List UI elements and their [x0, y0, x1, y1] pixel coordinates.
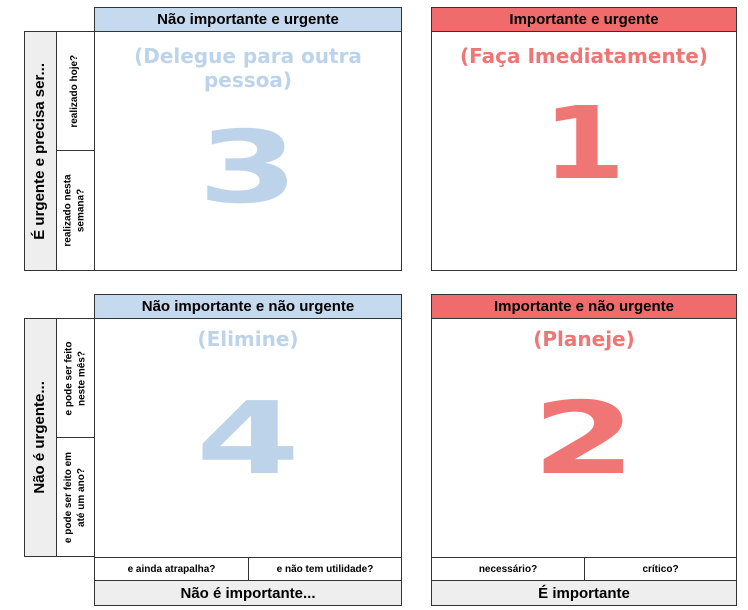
quadrant3-header-text: Não importante e urgente — [157, 11, 339, 28]
footer-left-label-text: Não é importante... — [180, 584, 316, 602]
footer-right-sub2-text: crítico? — [642, 563, 679, 575]
quadrant4-subtitle: (Elimine) — [197, 327, 299, 351]
footer-left-sub1-text: e ainda atrapalha? — [127, 563, 216, 575]
row-sub-today-text: realizado hoje? — [69, 54, 81, 128]
quadrant4-body: (Elimine) 4 — [94, 318, 402, 558]
footer-left-label: Não é importante... — [94, 580, 402, 606]
quadrant2-header: Importante e não urgente — [431, 294, 737, 319]
footer-left-sub2: e não tem utilidade? — [248, 557, 402, 581]
footer-left-sub1: e ainda atrapalha? — [94, 557, 249, 581]
quadrant4-header: Não importante e não urgente — [94, 294, 402, 319]
quadrant3-header: Não importante e urgente — [94, 7, 402, 32]
quadrant1-header: Importante e urgente — [431, 7, 737, 32]
footer-right-label-text: É importante — [538, 584, 630, 602]
quadrant1-number: 1 — [542, 85, 626, 202]
quadrant2-number: 2 — [531, 380, 637, 497]
quadrant3-subtitle: (Delegue para outra pessoa) — [134, 44, 362, 92]
row-label-urgent: É urgente e precisa ser... — [24, 31, 57, 271]
footer-left-sub2-text: e não tem utilidade? — [276, 563, 374, 575]
quadrant4-header-text: Não importante e não urgente — [141, 298, 355, 315]
footer-right-sub1: necessário? — [431, 557, 585, 581]
quadrant1-header-text: Importante e urgente — [509, 11, 659, 28]
quadrant2-body: (Planeje) 2 — [431, 318, 737, 558]
quadrant4-number: 4 — [195, 380, 301, 497]
quadrant1-subtitle: (Faça Imediatamente) — [460, 44, 708, 68]
quadrant1-body: (Faça Imediatamente) 1 — [431, 31, 737, 271]
quadrant2-header-text: Importante e não urgente — [493, 298, 675, 315]
footer-right-sub1-text: necessário? — [478, 563, 538, 575]
footer-right-sub2: crítico? — [584, 557, 737, 581]
footer-right-label: É importante — [431, 580, 737, 606]
quadrant3-number: 3 — [197, 109, 299, 226]
quadrant2-subtitle: (Planeje) — [533, 327, 635, 351]
quadrant3-body: (Delegue para outra pessoa) 3 — [94, 31, 402, 271]
